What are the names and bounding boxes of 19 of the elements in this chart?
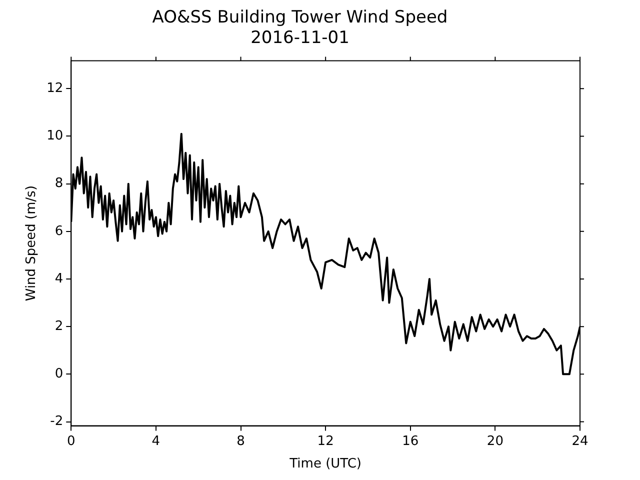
y-tick-label: 10 bbox=[46, 128, 64, 144]
x-tick-label: 20 bbox=[486, 434, 504, 449]
y-tick-label: 6 bbox=[54, 224, 64, 239]
y-axis-title: Wind Speed (m/s) bbox=[24, 185, 40, 302]
x-tick-label: 24 bbox=[572, 434, 588, 449]
y-tick-label: 12 bbox=[46, 81, 64, 96]
y-tick-label: 2 bbox=[54, 318, 64, 334]
x-tick-label: 16 bbox=[402, 434, 419, 449]
x-axis-title: Time (UTC) bbox=[288, 456, 362, 472]
chart-subtitle: 2016-11-01 bbox=[250, 28, 350, 48]
y-tick-label: 8 bbox=[54, 176, 64, 192]
x-tick-label: 4 bbox=[152, 434, 160, 449]
y-tick-label: -2 bbox=[50, 414, 64, 430]
chart-title: AO&SS Building Tower Wind Speed bbox=[152, 8, 448, 28]
x-tick-label: 12 bbox=[317, 434, 334, 449]
x-tick-label: 8 bbox=[236, 434, 245, 449]
x-tick-label: 0 bbox=[67, 434, 76, 449]
y-tick-label: 4 bbox=[54, 271, 64, 286]
y-tick-label: 0 bbox=[54, 366, 64, 382]
